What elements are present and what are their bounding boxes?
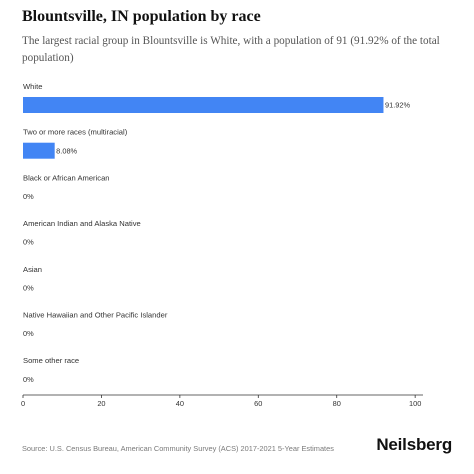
value-label: 8.08%	[56, 146, 77, 155]
value-label: 0%	[23, 375, 34, 384]
brand-logo: Neilsberg	[376, 435, 452, 454]
value-label: 0%	[23, 329, 34, 338]
category-label: Two or more races (multiracial)	[23, 128, 128, 137]
source-note: Source: U.S. Census Bureau, American Com…	[22, 444, 334, 453]
x-tick-label: 20	[97, 399, 105, 408]
bar	[23, 97, 384, 113]
x-tick-label: 80	[333, 399, 341, 408]
category-label: Native Hawaiian and Other Pacific Island…	[23, 311, 168, 320]
value-label: 0%	[23, 238, 34, 247]
value-label: 0%	[23, 192, 34, 201]
category-label: Black or African American	[23, 173, 110, 182]
bar	[23, 142, 55, 159]
value-label: 91.92%	[385, 101, 410, 110]
x-tick-label: 40	[176, 399, 184, 408]
x-tick-label: 100	[409, 399, 421, 408]
x-tick-label: 60	[254, 399, 262, 408]
chart-subtitle: The largest racial group in Blountsville…	[22, 35, 440, 64]
category-label: White	[23, 82, 42, 91]
bar-chart: White 91.92% Two or more races (multiracia…	[21, 82, 423, 408]
chart-title: Blountsville, IN population by race	[22, 8, 261, 25]
category-label: American Indian and Alaska Native	[23, 219, 141, 228]
category-label: Some other race	[23, 356, 79, 365]
x-tick-label: 0	[21, 399, 25, 408]
category-label: Asian	[23, 265, 42, 274]
value-label: 0%	[23, 283, 34, 292]
